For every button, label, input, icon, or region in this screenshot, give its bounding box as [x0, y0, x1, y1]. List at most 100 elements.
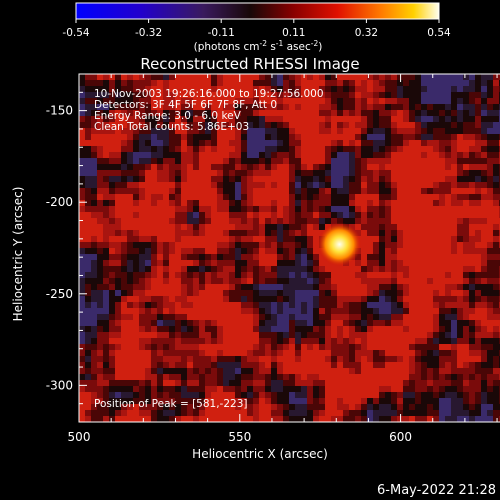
- heatmap-cell: [379, 272, 385, 278]
- heatmap-cell: [481, 362, 487, 368]
- heatmap-cell: [85, 356, 91, 362]
- heatmap-cell: [493, 290, 499, 296]
- heatmap-cell: [109, 314, 115, 320]
- heatmap-cell: [463, 218, 469, 224]
- heatmap-cell: [409, 296, 415, 302]
- heatmap-cell: [457, 140, 463, 146]
- heatmap-cell: [289, 152, 295, 158]
- heatmap-cell: [361, 176, 367, 182]
- heatmap-cell: [361, 278, 367, 284]
- heatmap-cell: [277, 254, 283, 260]
- heatmap-cell: [361, 254, 367, 260]
- heatmap-cell: [427, 314, 433, 320]
- heatmap-cell: [331, 170, 337, 176]
- heatmap-cell: [307, 182, 313, 188]
- heatmap-cell: [457, 278, 463, 284]
- heatmap-cell: [151, 230, 157, 236]
- heatmap-cell: [235, 200, 241, 206]
- heatmap-cell: [277, 146, 283, 152]
- heatmap-cell: [271, 254, 277, 260]
- heatmap-cell: [295, 98, 301, 104]
- heatmap-cell: [439, 266, 445, 272]
- heatmap-cell: [115, 266, 121, 272]
- heatmap-cell: [433, 302, 439, 308]
- heatmap-cell: [115, 86, 121, 92]
- heatmap-cell: [451, 278, 457, 284]
- heatmap-cell: [151, 362, 157, 368]
- heatmap-cell: [133, 194, 139, 200]
- heatmap-cell: [187, 86, 193, 92]
- heatmap-cell: [415, 146, 421, 152]
- colorbar-tick-label: 0.11: [282, 27, 305, 39]
- heatmap-cell: [295, 254, 301, 260]
- heatmap-cell: [205, 176, 211, 182]
- heatmap-cell: [385, 242, 391, 248]
- heatmap-cell: [163, 320, 169, 326]
- heatmap-cell: [469, 218, 475, 224]
- heatmap-cell: [103, 254, 109, 260]
- heatmap-cell: [289, 278, 295, 284]
- heatmap-cell: [241, 152, 247, 158]
- heatmap-cell: [175, 170, 181, 176]
- heatmap-cell: [115, 152, 121, 158]
- heatmap-cell: [343, 212, 349, 218]
- heatmap-cell: [193, 344, 199, 350]
- heatmap-cell: [451, 218, 457, 224]
- heatmap-cell: [301, 236, 307, 242]
- heatmap-cell: [151, 296, 157, 302]
- heatmap-cell: [445, 170, 451, 176]
- heatmap-cell: [139, 350, 145, 356]
- heatmap-cell: [469, 320, 475, 326]
- heatmap-cell: [337, 272, 343, 278]
- heatmap-cell: [283, 236, 289, 242]
- heatmap-cell: [463, 224, 469, 230]
- heatmap-cell: [415, 248, 421, 254]
- heatmap-cell: [163, 224, 169, 230]
- heatmap-cell: [463, 158, 469, 164]
- heatmap-cell: [115, 188, 121, 194]
- heatmap-cell: [151, 290, 157, 296]
- heatmap-cell: [493, 122, 499, 128]
- heatmap-cell: [325, 308, 331, 314]
- heatmap-cell: [433, 212, 439, 218]
- heatmap-cell: [451, 176, 457, 182]
- heatmap-cell: [97, 92, 103, 98]
- heatmap-cell: [235, 74, 241, 80]
- heatmap-cell: [433, 308, 439, 314]
- heatmap-cell: [295, 278, 301, 284]
- heatmap-cell: [361, 218, 367, 224]
- heatmap-cell: [103, 332, 109, 338]
- heatmap-cell: [253, 212, 259, 218]
- heatmap-cell: [451, 164, 457, 170]
- heatmap-cell: [175, 164, 181, 170]
- heatmap-cell: [265, 278, 271, 284]
- heatmap-cell: [385, 326, 391, 332]
- heatmap-cell: [349, 176, 355, 182]
- heatmap-cell: [283, 170, 289, 176]
- heatmap-cell: [421, 302, 427, 308]
- heatmap-cell: [145, 242, 151, 248]
- heatmap-cell: [121, 236, 127, 242]
- heatmap-cell: [121, 224, 127, 230]
- heatmap-cell: [223, 338, 229, 344]
- heatmap-cell: [379, 170, 385, 176]
- heatmap-cell: [139, 128, 145, 134]
- heatmap-cell: [91, 284, 97, 290]
- heatmap-cell: [265, 230, 271, 236]
- heatmap-cell: [415, 212, 421, 218]
- heatmap-cell: [235, 260, 241, 266]
- heatmap-cell: [439, 302, 445, 308]
- heatmap-cell: [211, 224, 217, 230]
- heatmap-cell: [109, 260, 115, 266]
- heatmap-cell: [457, 338, 463, 344]
- heatmap-cell: [169, 314, 175, 320]
- heatmap-cell: [475, 134, 481, 140]
- heatmap-cell: [115, 278, 121, 284]
- heatmap-cell: [85, 206, 91, 212]
- heatmap-cell: [427, 344, 433, 350]
- heatmap-cell: [229, 224, 235, 230]
- heatmap-cell: [235, 266, 241, 272]
- heatmap-cell: [133, 308, 139, 314]
- heatmap-cell: [139, 98, 145, 104]
- heatmap-cell: [433, 158, 439, 164]
